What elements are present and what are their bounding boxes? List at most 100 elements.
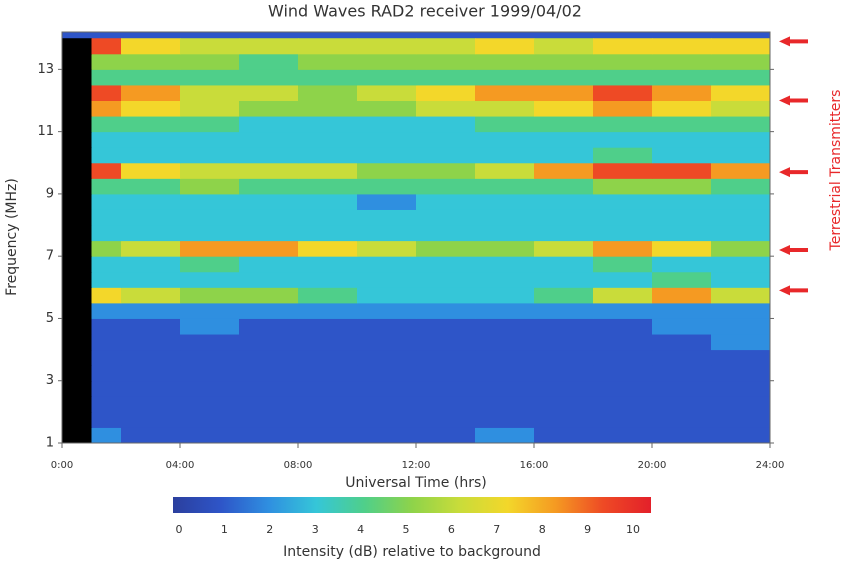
heatmap-cell [91,131,122,148]
heatmap-cell [298,411,358,428]
heatmap-cell [239,69,299,86]
heatmap-cell [652,178,712,195]
heatmap-cell [475,209,535,226]
heatmap-cell [593,427,653,444]
heatmap-cell [91,380,122,397]
heatmap-cell [91,287,122,304]
heatmap-cell [91,256,122,273]
heatmap-cell [534,209,594,226]
heatmap-cell [121,209,181,226]
heatmap-cell [534,131,594,148]
heatmap-cell [534,147,594,164]
heatmap-cell [475,53,535,70]
heatmap-cell [652,240,712,257]
heatmap-cell [534,225,594,242]
heatmap-cell [91,365,122,382]
annotation-arrow-head [779,36,790,47]
heatmap-cell [239,411,299,428]
heatmap-cell [711,178,771,195]
heatmap-cell [298,302,358,319]
heatmap-cell [357,427,417,444]
heatmap-cell [416,178,476,195]
heatmap-cell [298,84,358,101]
heatmap-cell [711,100,771,117]
x-tick-label: 12:00 [402,460,431,471]
no-data-cell [62,256,92,273]
heatmap-cell [711,225,771,242]
heatmap-cell [121,178,181,195]
heatmap-cell [593,349,653,366]
heatmap-cell [534,271,594,288]
heatmap-cell [357,302,417,319]
heatmap-cell [121,365,181,382]
heatmap-cell [711,84,771,101]
heatmap-cell [91,69,122,86]
heatmap-cell [416,209,476,226]
heatmap-cell [475,69,535,86]
heatmap-cell [593,365,653,382]
heatmap-cell [652,302,712,319]
heatmap-cell [593,287,653,304]
heatmap-cell [593,271,653,288]
heatmap-cell [180,209,240,226]
heatmap-cell [711,396,771,413]
heatmap-cell [475,193,535,210]
x-axis-label: Universal Time (hrs) [345,475,486,491]
heatmap-cell [416,100,476,117]
heatmap-cell [711,287,771,304]
heatmap-cell [416,287,476,304]
colorbar-tick-label: 1 [221,523,228,536]
heatmap-cell [239,256,299,273]
heatmap-cell [534,162,594,179]
heatmap-cell [357,318,417,335]
heatmap-cell [534,365,594,382]
heatmap-cell [711,256,771,273]
x-tick-label: 0:00 [51,460,73,471]
heatmap-cell [416,162,476,179]
heatmap-cell [239,334,299,351]
colorbar-tick-label: 8 [539,523,546,536]
colorbar-label: Intensity (dB) relative to background [283,544,541,560]
heatmap-cell [593,380,653,397]
heatmap-cell [652,193,712,210]
heatmap-cell [534,427,594,444]
heatmap-cell [121,318,181,335]
heatmap-cell [239,53,299,70]
heatmap-cell [180,131,240,148]
heatmap-cell [239,365,299,382]
heatmap-cell [475,84,535,101]
heatmap-cell [298,318,358,335]
heatmap-cell [711,209,771,226]
heatmap-cell [91,162,122,179]
heatmap-cell [91,271,122,288]
heatmap-cell [534,178,594,195]
heatmap-cell [357,271,417,288]
heatmap-cell [239,380,299,397]
no-data-cell [62,427,92,444]
heatmap-cell [180,100,240,117]
no-data-cell [62,162,92,179]
heatmap-cell [357,209,417,226]
heatmap-cell [711,302,771,319]
heatmap-cell [357,147,417,164]
heatmap-cell [416,240,476,257]
heatmap-cell [416,365,476,382]
colorbar-tick-label: 6 [448,523,455,536]
heatmap-cell [593,178,653,195]
annotation-arrow-head [779,285,790,296]
heatmap-cell [416,225,476,242]
heatmap-cell [711,147,771,164]
heatmap-cell [239,287,299,304]
heatmap-cell [121,131,181,148]
heatmap-cell [298,349,358,366]
heatmap-cell [357,256,417,273]
y-tick-label: 7 [46,249,54,264]
heatmap-cell [593,38,653,55]
no-data-cell [62,271,92,288]
heatmap-cell [91,240,122,257]
heatmap-cell [593,302,653,319]
heatmap-cell [652,411,712,428]
heatmap-cell [239,271,299,288]
heatmap-cell [298,162,358,179]
heatmap-cell [416,147,476,164]
